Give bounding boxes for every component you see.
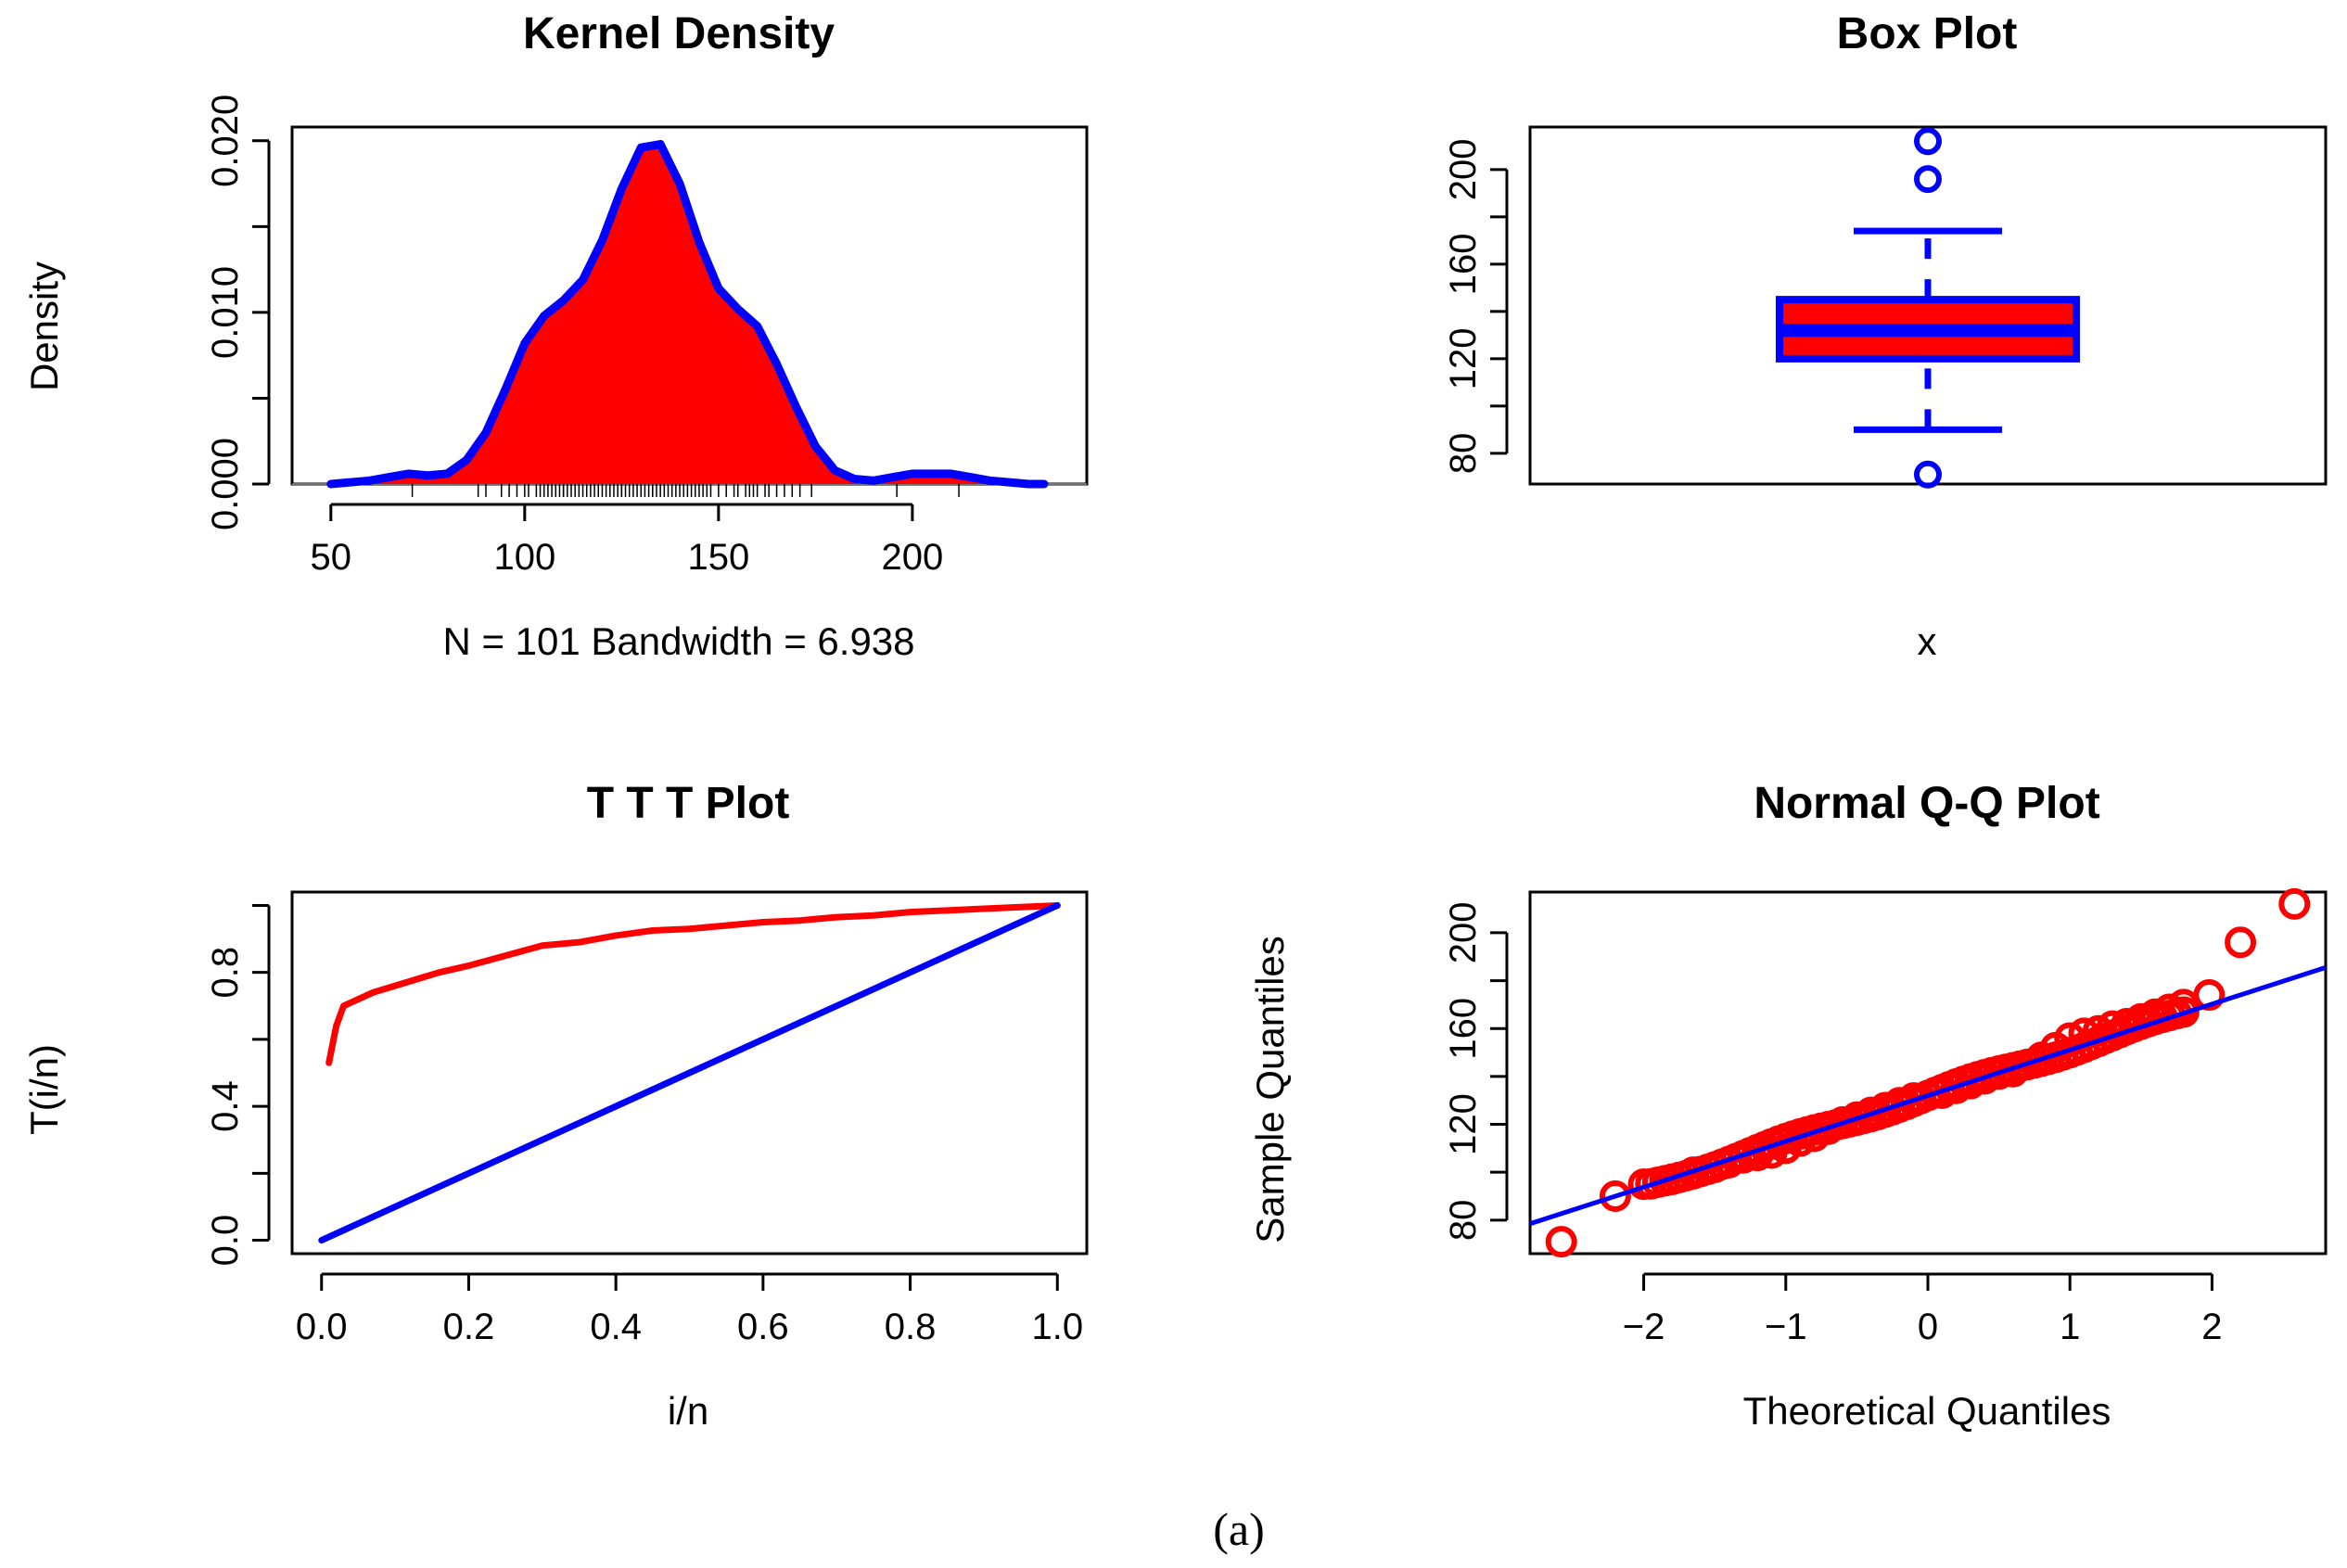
qq-plot-y-tick-label: 200 (1443, 902, 1484, 964)
kernel-density-xlabel: N = 101 Bandwidth = 6.938 (442, 619, 914, 663)
kernel-density-x-tick-label: 150 (687, 537, 749, 578)
box-plot-panel: Box Plot x 80 120 160 200 (1443, 9, 2328, 663)
ttt-plot-x-tick-label: 0.6 (737, 1307, 789, 1347)
box-plot-y-tick-label: 120 (1443, 327, 1484, 389)
qq-plot-xlabel: Theoretical Quantiles (1743, 1389, 2111, 1433)
kernel-density-x-tick-label: 50 (311, 537, 352, 578)
qq-plot-x-tick-label: 1 (2060, 1307, 2080, 1347)
qq-plot-x-tick-label: −2 (1623, 1307, 1665, 1347)
qq-plot-y-tick-label: 160 (1443, 998, 1484, 1060)
ttt-plot-diagonal-line (318, 901, 1061, 1244)
ttt-plot-x-tick-label: 0.0 (296, 1307, 348, 1347)
ttt-plot-x-tick-label: 1.0 (1031, 1307, 1083, 1347)
kernel-density-x-tick-label: 100 (493, 537, 555, 578)
qq-plot-reference-line (1529, 965, 2327, 1227)
ttt-plot-y-tick-label: 0.0 (205, 1215, 246, 1267)
ttt-plot-ylabel: T(i/n) (22, 1044, 66, 1135)
ttt-plot-frame (290, 890, 1089, 1256)
ttt-plot-xlabel: i/n (668, 1389, 708, 1433)
box-plot-y-tick-label: 160 (1443, 234, 1484, 296)
kernel-density-curve (326, 140, 1049, 489)
ttt-plot-empirical-curve (325, 901, 1061, 1066)
kernel-density-y-tick-label: 0.010 (205, 266, 246, 359)
qq-plot-x-tick-label: 2 (2201, 1307, 2222, 1347)
qq-plot-point (1599, 1180, 1631, 1213)
ttt-plot-x-tick-label: 0.8 (885, 1307, 937, 1347)
qq-plot-x-tick-label: −1 (1765, 1307, 1807, 1347)
ttt-plot-panel: T T T Plot T(i/n) i/n 0.0 0.4 0.8 0.0 0.2 0.4… (22, 779, 1089, 1433)
box-plot-y-tick-label: 200 (1443, 139, 1484, 201)
kernel-density-x-tick-label: 200 (882, 537, 944, 578)
qq-plot-point (1545, 1226, 1577, 1258)
ttt-plot-y-tick-label: 0.8 (205, 947, 246, 999)
qq-plot-ylabel: Sample Quantiles (1248, 936, 1292, 1243)
box-plot-outlier (1914, 127, 1942, 156)
box-plot-y-tick-label: 80 (1443, 433, 1484, 475)
ttt-plot-x-tick-label: 0.4 (590, 1307, 642, 1347)
kernel-density-y-tick-label: 0.020 (205, 95, 246, 187)
ttt-plot-y-tick-label: 0.4 (205, 1080, 246, 1132)
ttt-plot-x-tick-label: 0.2 (443, 1307, 495, 1347)
qq-plot-frame (1528, 890, 2328, 1256)
box-plot-xlabel: x (1918, 619, 1937, 663)
kernel-density-title: Kernel Density (523, 9, 835, 58)
kernel-density-panel: Kernel Density Density N = 101 Bandwidth… (22, 9, 1089, 663)
qq-plot-y-tick-label: 80 (1443, 1200, 1484, 1242)
ttt-plot-title: T T T Plot (587, 779, 790, 828)
qq-plot-point (2225, 926, 2257, 959)
box-plot-outlier (1914, 460, 1942, 489)
kernel-density-fill (330, 144, 1045, 484)
qq-plot-point (2193, 979, 2226, 1012)
qq-plot-y-tick-label: 120 (1443, 1093, 1484, 1155)
qq-plot-point (2278, 887, 2311, 920)
qq-plot-x-tick-label: 0 (1918, 1307, 1938, 1347)
box-plot-title: Box Plot (1837, 9, 2018, 58)
figure-caption: (a) (1213, 1503, 1265, 1555)
kernel-density-y-tick-label: 0.000 (205, 438, 246, 530)
qq-plot-panel: Normal Q-Q Plot Sample Quantiles Theoret… (1248, 779, 2328, 1433)
qq-plot-title: Normal Q-Q Plot (1754, 779, 2099, 828)
qq-plot-point (2167, 996, 2200, 1028)
box-plot-outlier (1914, 165, 1942, 194)
kernel-density-ylabel: Density (22, 261, 66, 391)
